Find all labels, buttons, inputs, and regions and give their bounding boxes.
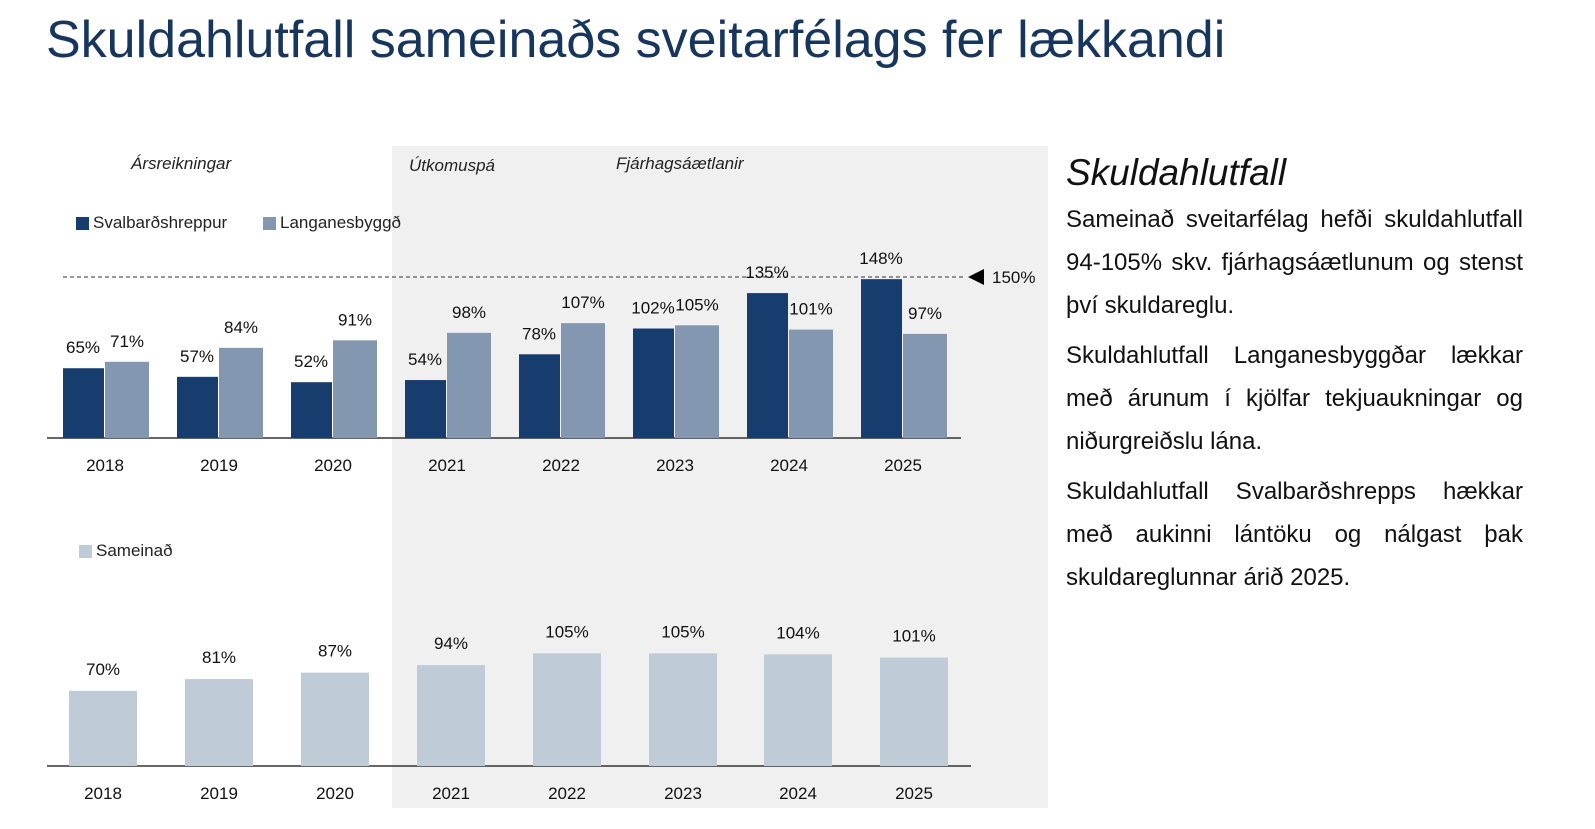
data-label: 98% [452,303,486,322]
x-tick-label: 2021 [432,784,470,803]
bar-sameinad [301,672,369,766]
data-label: 91% [338,310,372,329]
x-tick-label: 2020 [316,784,354,803]
bar-sameinad [417,665,485,766]
x-tick-label: 2021 [428,456,466,475]
legend-label: Sameinað [96,541,173,560]
sidebar-paragraph: Skuldahlutfall Langanesbyggðar lækkar me… [1066,342,1523,455]
data-label: 105% [545,622,588,641]
bar-langanesbyggd [675,325,719,438]
legend-swatch [263,216,276,230]
bar-svalbardshreppur [177,376,218,438]
bar-sameinad [880,657,948,766]
data-label: 105% [675,295,718,314]
data-label: 71% [110,332,144,351]
legend-label: Langanesbyggð [280,213,402,232]
data-label: 97% [908,304,942,323]
sidebar-heading: Skuldahlutfall [1066,152,1287,193]
reference-arrow-icon [968,269,984,285]
bar-svalbardshreppur [405,380,446,438]
bar-langanesbyggd [561,323,605,438]
data-label: 54% [408,350,442,369]
sidebar-text: Skuldahlutfall Sameinað sveitarfélag hef… [1066,152,1523,606]
bar-sameinad [185,679,253,766]
x-tick-label: 2024 [770,456,808,475]
data-label: 102% [631,299,674,318]
bar-svalbardshreppur [519,354,560,438]
x-tick-label: 2019 [200,456,238,475]
sidebar-paragraph: Sameinað sveitarfélag hefði skuldahlutfa… [1066,206,1523,319]
x-tick-label: 2024 [779,784,817,803]
legend-label: Svalbarðshreppur [93,213,228,232]
bar-sameinad [69,690,137,766]
reference-line-label: 150% [992,268,1035,287]
data-label: 101% [789,300,832,319]
bar-svalbardshreppur [63,368,104,438]
x-tick-label: 2022 [542,456,580,475]
data-label: 84% [224,318,258,337]
data-label: 81% [202,648,236,667]
period-label-actual: Ársreikningar [131,154,232,173]
x-tick-label: 2022 [548,784,586,803]
bar-langanesbyggd [105,361,149,438]
data-label: 135% [745,263,788,282]
debt-ratio-charts: 150% 65% 71% 2018 57% 84% 2019 52% 91% 2020 54% 98%… [47,249,1035,803]
x-tick-label: 2020 [314,456,352,475]
legend-swatch [76,216,89,230]
bar-langanesbyggd [789,329,833,438]
data-label: 105% [661,622,704,641]
data-label: 104% [776,623,819,642]
data-label: 87% [318,642,352,661]
x-tick-label: 2025 [884,456,922,475]
data-label: 65% [66,338,100,357]
bar-sameinad [533,653,601,766]
data-label: 70% [86,660,120,679]
data-label: 148% [859,249,902,268]
x-tick-label: 2019 [200,784,238,803]
x-tick-label: 2023 [656,456,694,475]
bar-svalbardshreppur [291,382,332,438]
bar-svalbardshreppur [861,279,902,438]
bar-sameinad [649,653,717,766]
data-label: 101% [892,627,935,646]
data-label: 78% [522,324,556,343]
data-label: 57% [180,347,214,366]
data-label: 107% [561,293,604,312]
legend-item-langanesbyggd: Langanesbyggð [263,213,401,233]
data-label: 94% [434,634,468,653]
period-label-forecast: Útkomuspá [409,156,495,175]
data-label: 52% [294,352,328,371]
bar-langanesbyggd [333,340,377,438]
legend-item-sameinad: Sameinað [79,541,173,561]
bar-sameinad [764,654,832,766]
bar-langanesbyggd [903,333,947,438]
legend-swatch [79,544,92,558]
bar-langanesbyggd [219,347,263,438]
x-tick-label: 2018 [84,784,122,803]
sidebar-paragraph: Skuldahlutfall Svalbarðshrepps hækkar me… [1066,478,1523,591]
x-tick-label: 2018 [86,456,124,475]
x-tick-label: 2023 [664,784,702,803]
x-tick-label: 2025 [895,784,933,803]
bar-langanesbyggd [447,332,491,438]
legend-item-svalbardshreppur: Svalbarðshreppur [76,213,227,233]
bar-svalbardshreppur [633,328,674,438]
page-title: Skuldahlutfall sameinaðs sveitarfélags f… [46,11,1226,69]
bar-svalbardshreppur [747,293,788,438]
period-label-budget: Fjárhagsáætlanir [616,154,744,173]
